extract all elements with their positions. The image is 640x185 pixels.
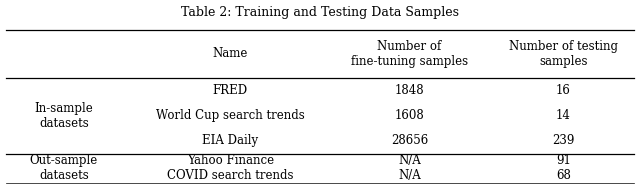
Text: Name: Name (212, 47, 248, 60)
Text: EIA Daily: EIA Daily (202, 134, 259, 147)
Text: In-sample
datasets: In-sample datasets (35, 102, 93, 130)
Text: 14: 14 (556, 109, 571, 122)
Text: 239: 239 (552, 134, 574, 147)
Text: World Cup search trends: World Cup search trends (156, 109, 305, 122)
Text: 16: 16 (556, 84, 571, 97)
Text: Number of
fine-tuning samples: Number of fine-tuning samples (351, 40, 468, 68)
Text: 28656: 28656 (391, 134, 428, 147)
Text: 1848: 1848 (395, 84, 424, 97)
Text: N/A: N/A (398, 154, 421, 167)
Text: N/A: N/A (398, 169, 421, 182)
Text: Table 2: Training and Testing Data Samples: Table 2: Training and Testing Data Sampl… (181, 6, 459, 18)
Text: Yahoo Finance: Yahoo Finance (187, 154, 274, 167)
Text: Out-sample
datasets: Out-sample datasets (30, 154, 98, 182)
Text: 1608: 1608 (395, 109, 424, 122)
Text: 91: 91 (556, 154, 571, 167)
Text: COVID search trends: COVID search trends (167, 169, 294, 182)
Text: FRED: FRED (213, 84, 248, 97)
Text: Number of testing
samples: Number of testing samples (509, 40, 618, 68)
Text: 68: 68 (556, 169, 571, 182)
